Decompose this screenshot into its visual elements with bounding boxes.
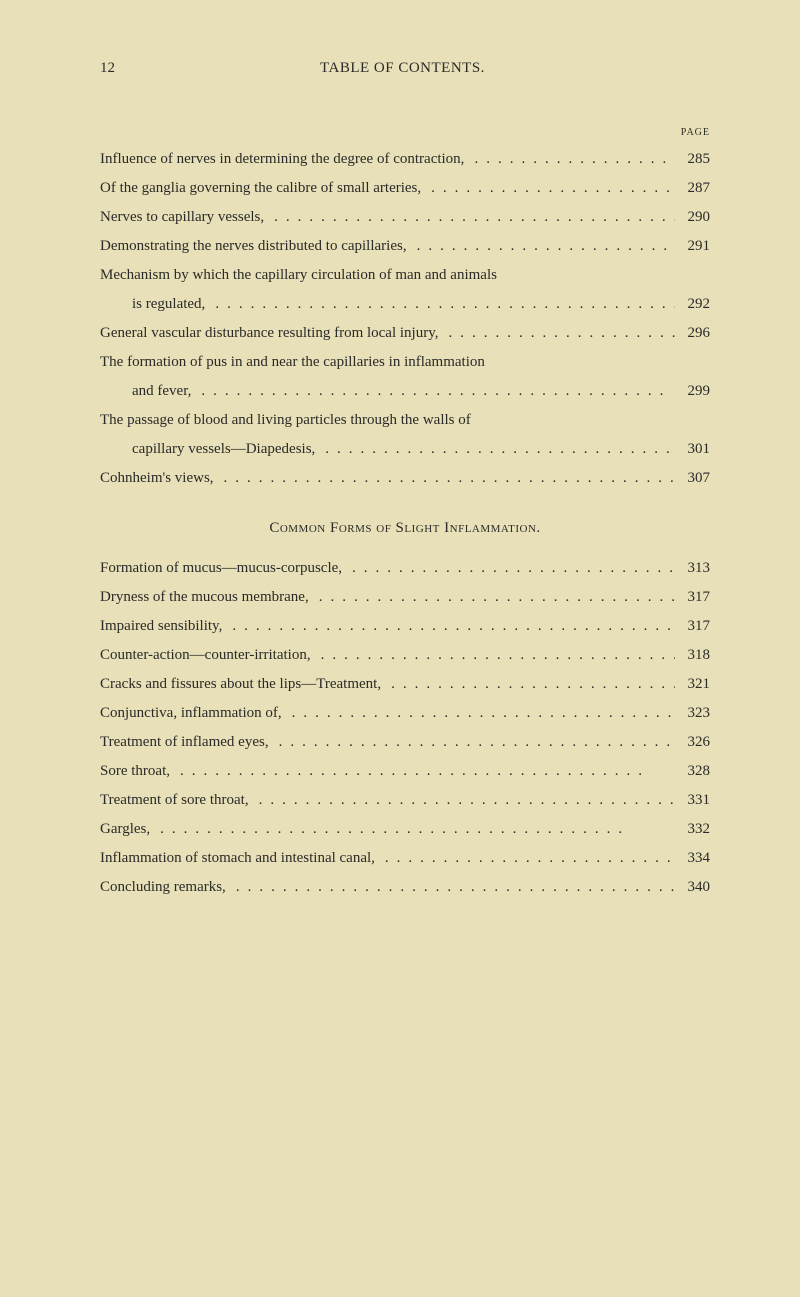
toc-entry: Inflammation of stomach and intestinal c… — [100, 845, 710, 872]
entry-text: Cohnheim's views, — [100, 465, 214, 492]
entry-page: 328 — [675, 758, 710, 785]
entry-text: Counter-action—counter-irritation, — [100, 642, 311, 669]
leader-dots: ........................................ — [222, 613, 675, 640]
entry-page: 287 — [675, 175, 710, 202]
entry-text: is regulated, — [100, 291, 205, 318]
entry-text: Conjunctiva, inflammation of, — [100, 700, 282, 727]
entry-page: 340 — [675, 874, 710, 901]
leader-dots: ........................................ — [249, 787, 675, 814]
toc-entry: is regulated,...........................… — [100, 291, 710, 318]
entry-text: Concluding remarks, — [100, 874, 226, 901]
toc-entry: General vascular disturbance resulting f… — [100, 320, 710, 347]
entry-page: 307 — [675, 465, 710, 492]
leader-dots: ........................................ — [282, 700, 675, 727]
entry-page: 313 — [675, 555, 710, 582]
toc-entry: Impaired sensibility,...................… — [100, 613, 710, 640]
entry-text: Cracks and fissures about the lips—Treat… — [100, 671, 381, 698]
toc-entry: Cracks and fissures about the lips—Treat… — [100, 671, 710, 698]
entry-page: 331 — [675, 787, 710, 814]
entry-text: Treatment of inflamed eyes, — [100, 729, 269, 756]
entry-page: 332 — [675, 816, 710, 843]
toc-entry: Sore throat,............................… — [100, 758, 710, 785]
leader-dots: ........................................ — [315, 436, 675, 463]
entry-text: Dryness of the mucous membrane, — [100, 584, 309, 611]
entry-text: Influence of nerves in determining the d… — [100, 146, 464, 173]
leader-dots: ........................................ — [269, 729, 675, 756]
entry-page: 296 — [675, 320, 710, 347]
toc-entry: and fever,..............................… — [100, 378, 710, 405]
leader-dots: ........................................ — [205, 291, 675, 318]
entry-text: General vascular disturbance resulting f… — [100, 320, 439, 347]
toc-entry: Dryness of the mucous membrane,.........… — [100, 584, 710, 611]
entry-page: 292 — [675, 291, 710, 318]
entry-text: Formation of mucus—mucus-corpuscle, — [100, 555, 342, 582]
entry-text: Demonstrating the nerves distributed to … — [100, 233, 407, 260]
entry-text: Gargles, — [100, 816, 150, 843]
page-header: 12 TABLE OF CONTENTS. — [100, 60, 710, 77]
entry-page: 334 — [675, 845, 710, 872]
toc-entry: Cohnheim's views,.......................… — [100, 465, 710, 492]
page-column-label: PAGE — [100, 127, 710, 138]
header-title: TABLE OF CONTENTS. — [320, 60, 485, 77]
entry-text: Of the ganglia governing the calibre of … — [100, 175, 421, 202]
entry-page: 299 — [675, 378, 710, 405]
toc-entry: Demonstrating the nerves distributed to … — [100, 233, 710, 260]
leader-dots: ........................................ — [464, 146, 675, 173]
leader-dots: ........................................ — [421, 175, 675, 202]
entry-text: and fever, — [100, 378, 191, 405]
toc-entry: Conjunctiva, inflammation of,...........… — [100, 700, 710, 727]
leader-dots: ........................................ — [342, 555, 675, 582]
toc-entry: The formation of pus in and near the cap… — [100, 349, 710, 376]
entry-page: 323 — [675, 700, 710, 727]
leader-dots: ........................................ — [375, 845, 675, 872]
section-title: Common Forms of Slight Inflammation. — [100, 520, 710, 537]
toc-entry: Mechanism by which the capillary circula… — [100, 262, 710, 289]
entry-page: 301 — [675, 436, 710, 463]
leader-dots: ........................................ — [191, 378, 675, 405]
entry-text: Mechanism by which the capillary circula… — [100, 262, 497, 289]
toc-entry: Nerves to capillary vessels,............… — [100, 204, 710, 231]
entry-text: capillary vessels—Diapedesis, — [100, 436, 315, 463]
leader-dots: ........................................ — [170, 758, 675, 785]
toc-entry: Treatment of inflamed eyes,.............… — [100, 729, 710, 756]
toc-entry: Gargles,................................… — [100, 816, 710, 843]
entry-page: 317 — [675, 613, 710, 640]
leader-dots: ........................................ — [439, 320, 676, 347]
toc-entry: Of the ganglia governing the calibre of … — [100, 175, 710, 202]
entry-text: The passage of blood and living particle… — [100, 407, 471, 434]
leader-dots: ........................................ — [214, 465, 675, 492]
toc-entry: Counter-action—counter-irritation,......… — [100, 642, 710, 669]
entry-page: 317 — [675, 584, 710, 611]
entry-page: 326 — [675, 729, 710, 756]
leader-dots: ........................................ — [226, 874, 675, 901]
page-number: 12 — [100, 60, 115, 77]
entry-page: 318 — [675, 642, 710, 669]
leader-dots: ........................................ — [264, 204, 675, 231]
toc-entry: Formation of mucus—mucus-corpuscle,.....… — [100, 555, 710, 582]
leader-dots: ........................................ — [150, 816, 675, 843]
toc-entry: Treatment of sore throat,...............… — [100, 787, 710, 814]
entry-page: 291 — [675, 233, 710, 260]
leader-dots: ........................................ — [311, 642, 675, 669]
entry-page: 285 — [675, 146, 710, 173]
entry-text: Inflammation of stomach and intestinal c… — [100, 845, 375, 872]
leader-dots: ........................................ — [407, 233, 675, 260]
leader-dots: ........................................ — [309, 584, 675, 611]
toc-section-1: Influence of nerves in determining the d… — [100, 146, 710, 492]
toc-entry: The passage of blood and living particle… — [100, 407, 710, 434]
entry-text: Nerves to capillary vessels, — [100, 204, 264, 231]
toc-section-2: Formation of mucus—mucus-corpuscle,.....… — [100, 555, 710, 901]
toc-entry: capillary vessels—Diapedesis,...........… — [100, 436, 710, 463]
entry-page: 321 — [675, 671, 710, 698]
leader-dots: ........................................ — [381, 671, 675, 698]
entry-text: Treatment of sore throat, — [100, 787, 249, 814]
toc-entry: Concluding remarks,.....................… — [100, 874, 710, 901]
toc-entry: Influence of nerves in determining the d… — [100, 146, 710, 173]
entry-page: 290 — [675, 204, 710, 231]
entry-text: Sore throat, — [100, 758, 170, 785]
entry-text: Impaired sensibility, — [100, 613, 222, 640]
entry-text: The formation of pus in and near the cap… — [100, 349, 485, 376]
